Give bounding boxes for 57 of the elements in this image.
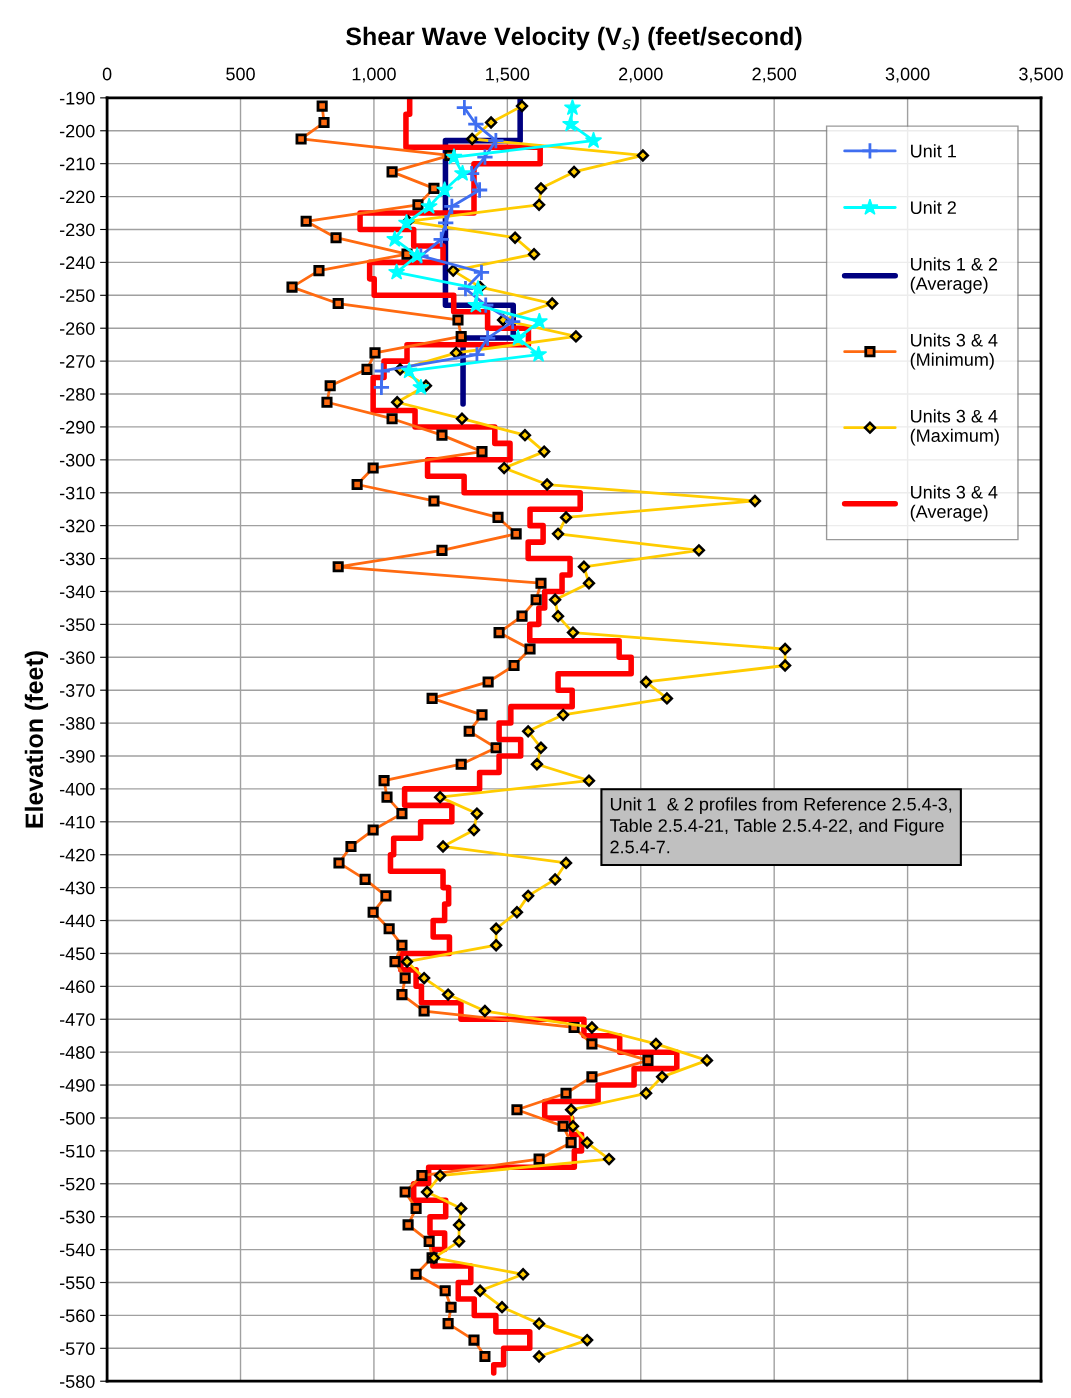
- y-tick-label: -530: [59, 1210, 95, 1224]
- y-tick-label: -190: [59, 91, 95, 105]
- y-tick-label: -310: [59, 486, 95, 500]
- y-tick-label: -410: [59, 815, 95, 829]
- legend-label: Unit 1: [911, 144, 956, 158]
- legend-label: Units 1 & 2 (Average): [910, 257, 998, 294]
- y-tick-label: -580: [59, 1375, 95, 1388]
- x-tick-label: 1,000: [352, 67, 396, 83]
- y-tick-label: -330: [59, 552, 95, 566]
- y-tick-label: -210: [59, 157, 95, 171]
- y-tick-label: -320: [59, 519, 95, 533]
- y-tick-label: -230: [59, 223, 95, 237]
- y-tick-label: -280: [59, 387, 95, 401]
- chart-title: Shear Wave Velocity (V$_{s}$) (feet/second): [346, 26, 802, 51]
- y-tick-label: -570: [59, 1342, 95, 1356]
- legend-label: Units 3 & 4 (Maximum): [910, 409, 999, 446]
- legend-label: Units 3 & 4 (Minimum): [910, 333, 998, 370]
- x-tick-label: 1,500: [486, 67, 530, 83]
- y-tick-label: -390: [59, 749, 95, 763]
- y-tick-label: -500: [59, 1111, 95, 1125]
- y-tick-label: -510: [59, 1144, 95, 1158]
- y-tick-label: -420: [59, 848, 95, 862]
- y-tick-label: -440: [59, 914, 95, 928]
- x-tick-label: 0: [102, 67, 112, 81]
- y-tick-label: -380: [59, 717, 95, 730]
- x-tick-label: 3,500: [1019, 67, 1063, 83]
- y-tick-label: -350: [59, 618, 95, 632]
- legend-label: Units 3 & 4 (Average): [910, 485, 998, 522]
- y-tick-label: -240: [59, 256, 95, 270]
- y-tick-label: -490: [59, 1079, 95, 1092]
- y-tick-label: -540: [59, 1243, 95, 1257]
- y-tick-label: -450: [59, 947, 95, 961]
- y-tick-label: -260: [59, 322, 95, 335]
- y-axis-title: Elevation (feet): [24, 651, 49, 828]
- x-tick-label: 3,000: [885, 67, 930, 83]
- y-tick-label: -360: [59, 651, 95, 664]
- x-tick-label: 500: [226, 67, 255, 81]
- y-tick-label: -400: [59, 782, 95, 796]
- legend-label: Unit 2: [911, 200, 956, 215]
- y-tick-label: -480: [59, 1046, 95, 1059]
- y-tick-label: -460: [59, 980, 95, 994]
- y-tick-label: -200: [59, 124, 95, 138]
- y-tick-label: -470: [59, 1013, 95, 1026]
- y-tick-label: -430: [59, 881, 95, 895]
- y-tick-label: -550: [59, 1276, 95, 1290]
- y-tick-label: -300: [59, 453, 95, 467]
- x-tick-label: 2,500: [752, 67, 797, 83]
- y-tick-label: -560: [59, 1309, 95, 1323]
- x-tick-label: 2,000: [619, 67, 663, 83]
- y-tick-label: -270: [59, 355, 95, 368]
- y-tick-label: -290: [59, 420, 95, 434]
- annotation: Unit 1 & 2 profiles from Reference 2.5.4-3, Table 2.5.4-21, Table 2.5.4-22, and Figure 2.5.4-7.: [609, 797, 952, 854]
- y-tick-label: -220: [59, 190, 95, 204]
- y-tick-label: -250: [59, 289, 95, 303]
- y-tick-label: -340: [59, 585, 95, 599]
- y-tick-label: -370: [59, 684, 95, 697]
- y-tick-label: -520: [59, 1177, 95, 1191]
